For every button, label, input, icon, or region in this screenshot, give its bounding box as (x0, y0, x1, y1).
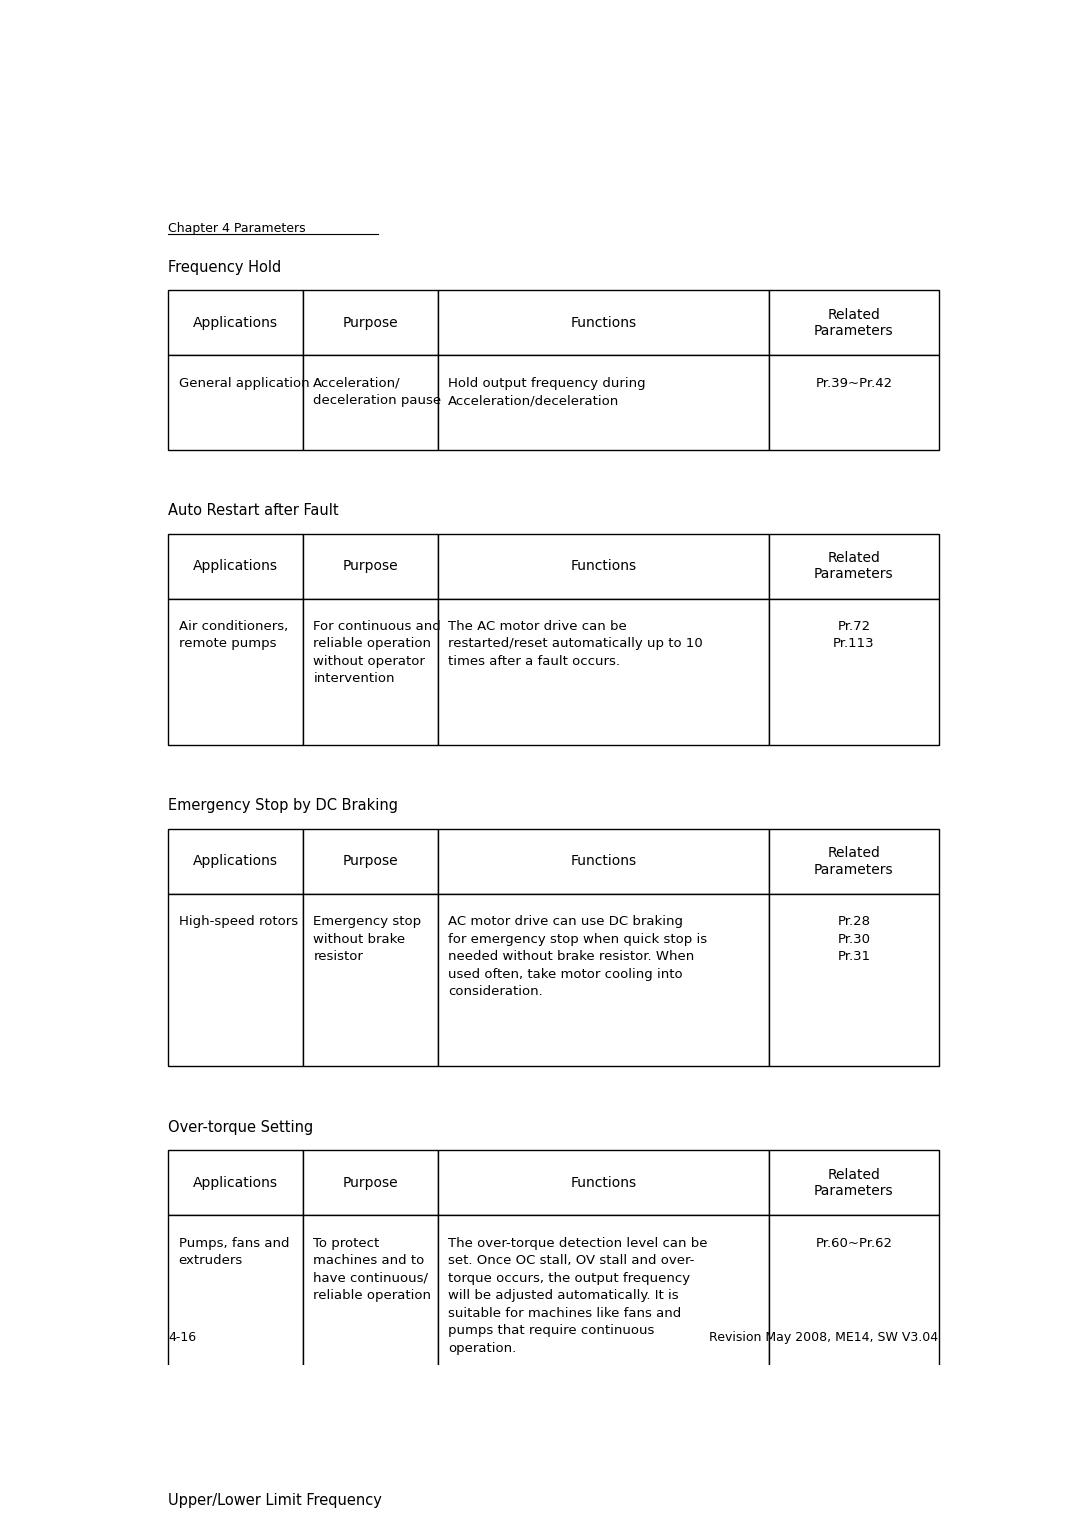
Text: Air conditioners,
remote pumps: Air conditioners, remote pumps (178, 620, 287, 650)
Bar (438, 356, 769, 449)
Text: Related
Parameters: Related Parameters (814, 1167, 893, 1198)
Text: Over-torque Setting: Over-torque Setting (168, 1120, 313, 1135)
Bar (303, 1215, 438, 1440)
Bar (303, 290, 438, 356)
Bar (303, 356, 438, 449)
Text: Emergency Stop by DC Braking: Emergency Stop by DC Braking (168, 798, 399, 813)
Bar (769, 1150, 939, 1215)
Bar (303, 828, 438, 894)
Text: The AC motor drive can be
restarted/reset automatically up to 10
times after a f: The AC motor drive can be restarted/rese… (448, 620, 703, 667)
Bar (438, 1150, 769, 1215)
Text: 4-16: 4-16 (168, 1332, 197, 1344)
Bar (303, 894, 438, 1066)
Bar (303, 1150, 438, 1215)
Text: High-speed rotors: High-speed rotors (178, 916, 298, 928)
Text: Applications: Applications (193, 560, 279, 574)
Bar (769, 598, 939, 746)
Bar (438, 1215, 769, 1440)
Text: Pr.28
Pr.30
Pr.31: Pr.28 Pr.30 Pr.31 (837, 916, 870, 963)
Text: For continuous and
reliable operation
without operator
intervention: For continuous and reliable operation wi… (313, 620, 441, 686)
Text: Upper/Lower Limit Frequency: Upper/Lower Limit Frequency (168, 1493, 382, 1508)
Text: Revision May 2008, ME14, SW V3.04: Revision May 2008, ME14, SW V3.04 (710, 1332, 939, 1344)
Bar (769, 894, 939, 1066)
Text: Purpose: Purpose (342, 854, 399, 868)
Bar (769, 828, 939, 894)
Bar (438, 894, 769, 1066)
Text: General application: General application (178, 377, 309, 390)
Text: Pr.72
Pr.113: Pr.72 Pr.113 (833, 620, 875, 650)
Text: The over-torque detection level can be
set. Once OC stall, OV stall and over-
to: The over-torque detection level can be s… (448, 1236, 707, 1355)
Bar (168, 828, 303, 894)
Bar (769, 534, 939, 598)
Bar (168, 1215, 303, 1440)
Bar (769, 356, 939, 449)
Bar (168, 598, 303, 746)
Text: Pr.39~Pr.42: Pr.39~Pr.42 (815, 377, 892, 390)
Bar (438, 828, 769, 894)
Bar (303, 534, 438, 598)
Bar (168, 290, 303, 356)
Text: Frequency Hold: Frequency Hold (168, 259, 282, 275)
Text: Acceleration/
deceleration pause: Acceleration/ deceleration pause (313, 377, 442, 407)
Text: Purpose: Purpose (342, 1175, 399, 1190)
Bar (303, 1523, 438, 1534)
Bar (168, 534, 303, 598)
Text: Functions: Functions (570, 560, 636, 574)
Text: Functions: Functions (570, 316, 636, 330)
Text: Chapter 4 Parameters  _: Chapter 4 Parameters _ (168, 222, 321, 235)
Text: Applications: Applications (193, 1175, 279, 1190)
Text: Pumps, fans and
extruders: Pumps, fans and extruders (178, 1236, 289, 1267)
Text: Functions: Functions (570, 1175, 636, 1190)
Text: Related
Parameters: Related Parameters (814, 551, 893, 581)
Bar (168, 1523, 303, 1534)
Text: Applications: Applications (193, 854, 279, 868)
Text: Related
Parameters: Related Parameters (814, 847, 893, 876)
Text: Emergency stop
without brake
resistor: Emergency stop without brake resistor (313, 916, 421, 963)
Text: To protect
machines and to
have continuous/
reliable operation: To protect machines and to have continuo… (313, 1236, 431, 1302)
Text: Pr.60~Pr.62: Pr.60~Pr.62 (815, 1236, 892, 1250)
Bar (438, 598, 769, 746)
Bar (769, 290, 939, 356)
Bar (168, 1150, 303, 1215)
Bar (438, 1523, 769, 1534)
Text: Purpose: Purpose (342, 560, 399, 574)
Bar (168, 894, 303, 1066)
Bar (769, 1523, 939, 1534)
Text: Hold output frequency during
Acceleration/deceleration: Hold output frequency during Acceleratio… (448, 377, 646, 407)
Bar (168, 356, 303, 449)
Text: Related
Parameters: Related Parameters (814, 308, 893, 337)
Bar (303, 598, 438, 746)
Bar (438, 290, 769, 356)
Text: Applications: Applications (193, 316, 279, 330)
Text: Purpose: Purpose (342, 316, 399, 330)
Text: Functions: Functions (570, 854, 636, 868)
Text: Auto Restart after Fault: Auto Restart after Fault (168, 503, 339, 518)
Text: AC motor drive can use DC braking
for emergency stop when quick stop is
needed w: AC motor drive can use DC braking for em… (448, 916, 707, 999)
Bar (769, 1215, 939, 1440)
Bar (438, 534, 769, 598)
